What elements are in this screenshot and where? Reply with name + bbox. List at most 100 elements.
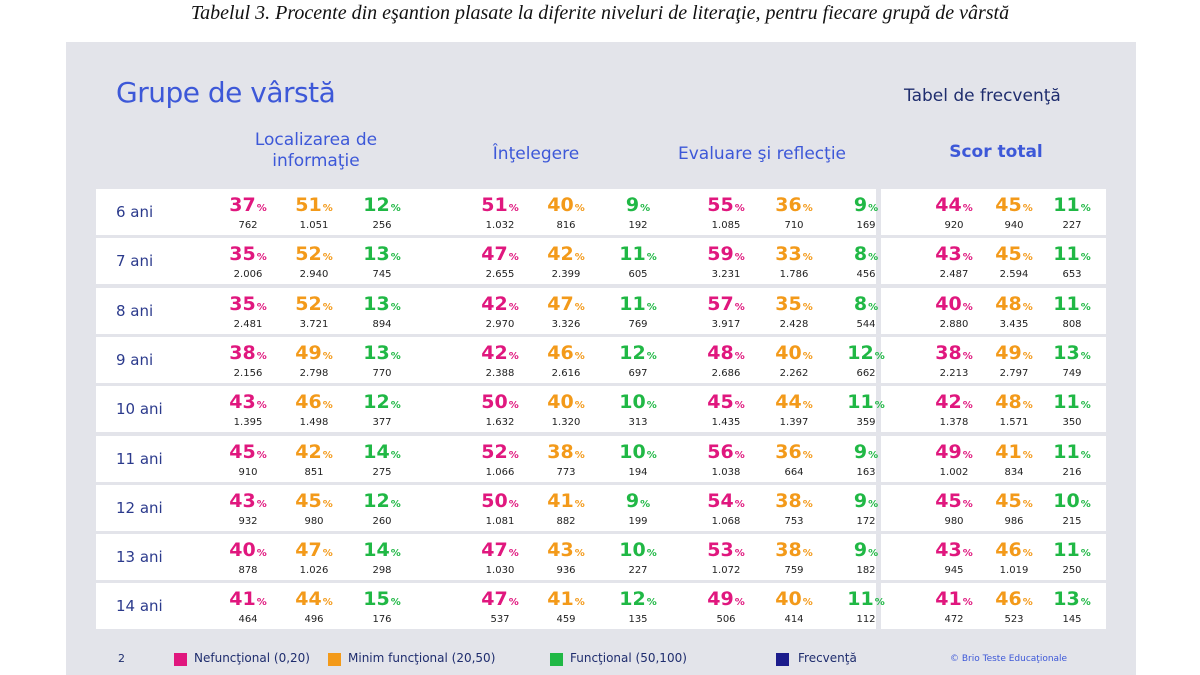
table-cell: 12% 260 [350,491,414,528]
table-cell: 46% 523 [982,589,1046,626]
percent-value: 55 [707,194,734,216]
percent-value: 35 [229,292,256,315]
table-cell: 13% 749 [1040,343,1104,380]
percent-symbol: % [734,449,745,461]
count-value: 2.156 [233,367,263,379]
percent-value: 9 [625,194,640,216]
percent-value: 45 [995,489,1022,512]
percent-symbol: % [574,597,585,609]
percent-value: 38 [775,489,802,512]
count-value: 894 [372,318,392,330]
percent-value: 46 [995,539,1022,562]
count-value: 2.880 [939,318,969,330]
table-cell: 11% 359 [834,392,898,429]
count-value: 710 [784,220,804,231]
percent-symbol: % [734,301,745,313]
percent-value: 14 [363,440,390,463]
table-cell: 42% 1.378 [922,392,986,429]
percent-symbol: % [390,252,401,264]
percent-symbol: % [1022,400,1033,412]
percent-value: 13 [363,243,390,266]
count-value: 1.320 [551,417,581,429]
count-value: 2.006 [233,269,263,281]
percent-symbol: % [256,498,267,510]
percent-symbol: % [1080,548,1091,560]
count-value: 808 [1062,318,1082,330]
percent-value: 52 [295,243,322,266]
percent-value: 13 [1053,341,1080,364]
percent-value: 44 [295,588,322,611]
table-cell: 47% 2.655 [468,244,532,281]
percent-value: 57 [707,292,734,315]
table-cell: 50% 1.632 [468,392,532,429]
legend-frequency: Frecvenţă [798,651,857,665]
count-value: 182 [856,565,876,577]
percent-value: 43 [229,489,256,512]
table-cell: 40% 1.320 [534,392,598,429]
count-value: 216 [1062,466,1082,478]
percent-symbol: % [1022,548,1033,560]
count-value: 2.655 [485,269,515,281]
percent-symbol: % [508,498,519,510]
table-cell: 45% 940 [982,195,1046,232]
table-cell: 40% 2.262 [762,343,826,380]
count-value: 1.068 [711,515,741,527]
percent-symbol: % [646,350,657,362]
table-cell: 9% 182 [834,540,898,577]
percent-symbol: % [802,203,813,214]
percent-symbol: % [390,449,401,461]
percent-value: 43 [935,539,962,562]
column-header-localization: Localizarea de informaţie [254,130,378,171]
count-value: 3.435 [999,318,1029,330]
percent-symbol: % [962,498,973,510]
percent-value: 48 [707,341,734,364]
table-cell: 44% 496 [282,589,346,626]
percent-symbol: % [322,597,333,609]
count-value: 2.616 [551,367,581,379]
percent-symbol: % [256,400,267,412]
count-value: 834 [1004,466,1024,478]
table-cell: 11% 653 [1040,244,1104,281]
count-value: 537 [490,614,510,626]
percent-value: 35 [775,292,802,315]
legend-functional: Funcţional (50,100) [570,651,687,665]
percent-value: 9 [625,489,640,512]
count-value: 414 [784,614,804,626]
table-row: 13 ani 40% 878 47% 1.026 14% 298 47% 1.030 43% 936… [96,534,1106,581]
table-cell: 12% 377 [350,392,414,429]
percent-value: 12 [847,341,874,364]
percent-symbol: % [256,597,267,609]
table-row: 14 ani 41% 464 44% 496 15% 176 47% 537 41% 459 12% 1… [96,583,1106,630]
table-cell: 40% 878 [216,540,280,577]
table-cell: 42% 2.388 [468,343,532,380]
percent-value: 42 [481,292,508,315]
table-cell: 49% 1.002 [922,442,986,479]
percent-symbol: % [868,548,879,560]
table-cell: 52% 1.066 [468,442,532,479]
percent-value: 51 [295,194,322,216]
table-cell: 43% 945 [922,540,986,577]
percent-symbol: % [962,301,973,313]
count-value: 605 [628,269,648,281]
column-header-understanding: Înţelegere [492,144,580,164]
count-value: 2.797 [999,367,1029,379]
row-background [96,386,876,433]
table-cell: 10% 313 [606,392,670,429]
table-cell: 13% 745 [350,244,414,281]
count-value: 172 [856,515,876,527]
count-value: 2.940 [299,269,329,281]
percent-symbol: % [322,498,333,510]
age-label: 9 ani [116,350,154,369]
count-value: 227 [628,565,648,577]
table-cell: 54% 1.068 [694,491,758,528]
percent-symbol: % [802,597,813,609]
table-cell: 50% 1.081 [468,491,532,528]
count-value: 697 [628,367,648,379]
percent-symbol: % [322,252,333,264]
percent-symbol: % [962,597,973,609]
percent-value: 36 [775,440,802,463]
table-cell: 36% 710 [762,195,826,232]
percent-value: 45 [995,194,1022,216]
table-cell: 13% 894 [350,294,414,331]
percent-value: 50 [481,391,508,414]
